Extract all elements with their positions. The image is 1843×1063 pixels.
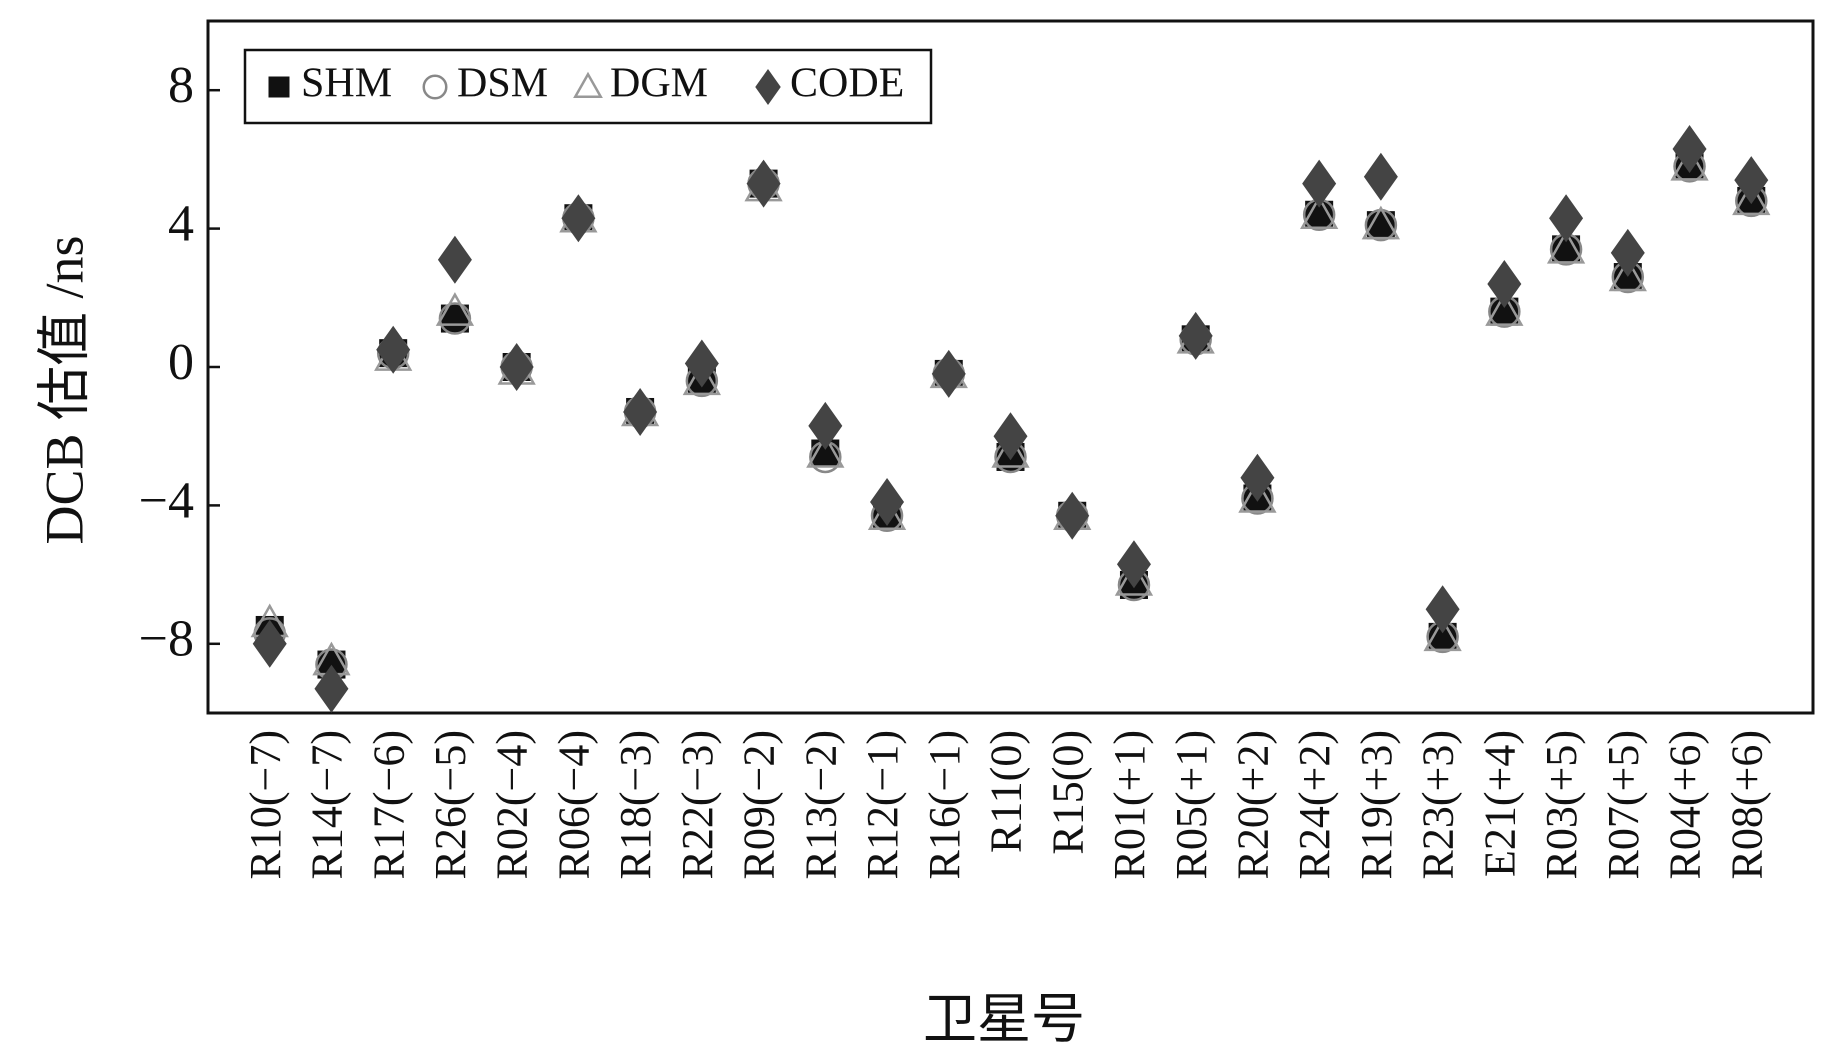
legend-marker: [268, 76, 290, 98]
point: [435, 292, 475, 326]
x-tick-label: R01(+1): [1105, 730, 1154, 879]
x-tick-label: R09(−2): [735, 730, 784, 879]
x-tick-label: R22(−3): [673, 730, 722, 879]
legend-marker: [422, 74, 448, 100]
point: [1238, 478, 1277, 513]
legend-marker: [573, 71, 603, 98]
point: [623, 387, 658, 436]
y-tick-label: 0: [168, 334, 194, 391]
legend-marker: [755, 69, 781, 105]
point: [1178, 311, 1213, 360]
x-axis-label: 卫星号: [923, 989, 1085, 1049]
x-tick-label: R14(−7): [303, 730, 352, 879]
legend-box: [243, 48, 933, 125]
point: [993, 412, 1028, 461]
point: [1546, 229, 1586, 264]
x-tick-label: R10(−7): [241, 730, 290, 879]
x-tick-label: R24(+2): [1290, 730, 1339, 879]
legend-label: CODE: [790, 61, 904, 107]
point: [1116, 540, 1151, 589]
point: [684, 339, 719, 388]
point: [1240, 453, 1275, 502]
y-axis-label: DCB 估值 /ns: [34, 235, 94, 544]
x-tick-label: R07(+5): [1599, 730, 1648, 879]
x-tick-label: R17(−6): [364, 730, 413, 879]
point: [1610, 228, 1645, 277]
x-tick-label: R05(+1): [1167, 730, 1216, 879]
x-tick-label: R23(+3): [1414, 730, 1463, 879]
x-tick-label: R16(−1): [920, 730, 969, 879]
y-tick-label: −8: [139, 611, 194, 668]
point: [806, 433, 845, 468]
point: [1487, 259, 1522, 308]
point: [1734, 156, 1769, 205]
point: [1732, 181, 1771, 216]
x-tick-label: R18(−3): [611, 730, 660, 879]
point: [1608, 257, 1647, 292]
point: [1055, 491, 1090, 540]
legend-label: DGM: [610, 61, 708, 107]
point: [376, 325, 411, 374]
point: [808, 401, 843, 450]
x-tick-label: R04(+6): [1661, 730, 1710, 879]
x-tick-label: R20(+2): [1229, 730, 1278, 879]
point: [1361, 205, 1401, 240]
x-tick-label: R12(−1): [858, 730, 907, 879]
y-tick-label: 4: [168, 196, 194, 253]
point: [1300, 195, 1339, 230]
point: [991, 433, 1030, 468]
x-tick-label: R15(0): [1043, 730, 1092, 855]
x-tick-label: R13(−2): [796, 730, 845, 879]
x-tick-label: R11(0): [982, 730, 1031, 853]
point: [561, 194, 596, 243]
x-tick-label: R03(+5): [1537, 730, 1586, 879]
y-tick-label: −4: [139, 472, 194, 529]
point: [1302, 159, 1337, 208]
point: [931, 349, 966, 398]
x-tick-label: E21(+4): [1475, 730, 1524, 877]
point: [1670, 146, 1709, 181]
point: [1672, 125, 1707, 174]
point: [870, 477, 905, 526]
point: [438, 302, 472, 335]
legend-label: DSM: [457, 61, 548, 107]
legend-label: SHM: [301, 61, 392, 107]
point: [1114, 561, 1154, 596]
point: [252, 619, 287, 668]
x-tick-label: R19(+3): [1352, 730, 1401, 879]
x-tick-label: R08(+6): [1722, 730, 1771, 879]
plot-frame: [206, 19, 1815, 715]
point: [682, 361, 721, 396]
x-tick-label: R02(−4): [488, 730, 537, 879]
point: [314, 664, 349, 713]
point: [1549, 194, 1584, 243]
y-tick-label: 8: [168, 57, 194, 114]
point: [1423, 617, 1462, 652]
point: [1485, 292, 1524, 326]
point: [746, 159, 781, 208]
x-tick-label: R06(−4): [549, 730, 598, 879]
point: [437, 235, 472, 284]
point: [1363, 152, 1398, 201]
point: [1425, 585, 1460, 634]
point: [499, 343, 534, 391]
x-tick-label: R26(−5): [426, 730, 475, 879]
